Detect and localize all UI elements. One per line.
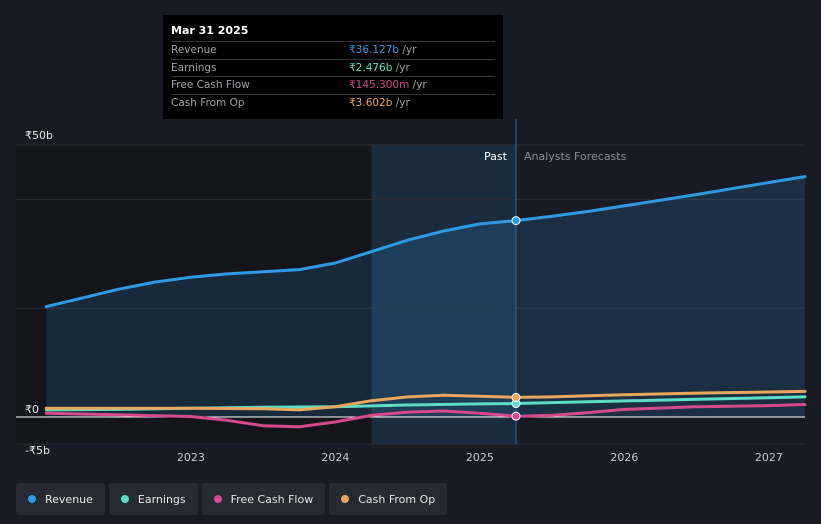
tooltip-unit: /yr	[399, 44, 417, 56]
tooltip-value: ₹2.476b	[349, 61, 393, 74]
legend: Revenue Earnings Free Cash Flow Cash Fro…	[16, 483, 448, 515]
tooltip-date: Mar 31 2025	[171, 24, 249, 37]
tooltip-unit: /yr	[392, 61, 410, 74]
tooltip-row-revenue: Revenue ₹36.127b /yr	[171, 41, 495, 59]
x-tick-label: 2027	[755, 451, 783, 464]
cash-from-op-dot-icon	[341, 495, 350, 503]
tooltip-row-free-cash-flow: Free Cash Flow ₹145.300m /yr	[171, 76, 495, 94]
tooltip-label: Cash From Op	[171, 96, 245, 109]
tooltip-label: Free Cash Flow	[171, 79, 250, 91]
tooltip-unit: /yr	[392, 96, 410, 109]
revenue-line	[44, 175, 807, 309]
free-cash-flow-dot-icon	[213, 495, 222, 503]
x-tick-label: 2025	[466, 451, 494, 464]
legend-item-revenue[interactable]: Revenue	[16, 483, 105, 515]
tooltip-value: ₹36.127b	[349, 44, 400, 56]
legend-item-cash-from-op[interactable]: Cash From Op	[329, 483, 448, 515]
legend-label: Free Cash Flow	[230, 492, 314, 506]
tooltip-row-earnings: Earnings ₹2.476b /yr	[171, 58, 495, 77]
y-tick-label: -₹5b	[25, 444, 50, 457]
cfo-marker	[511, 392, 521, 402]
y-tick-label: ₹0	[25, 403, 39, 416]
legend-item-free-cash-flow[interactable]: Free Cash Flow	[201, 483, 326, 515]
legend-label: Cash From Op	[358, 492, 436, 506]
x-tick-label: 2026	[610, 451, 638, 464]
x-tick-label: 2024	[321, 451, 349, 464]
tooltip-value: ₹145.300m	[349, 79, 410, 91]
legend-label: Earnings	[137, 492, 186, 506]
revenue-marker	[511, 216, 521, 226]
fcf-marker	[511, 411, 521, 421]
past-label: Past	[484, 150, 508, 163]
revenue-area	[46, 176, 806, 417]
x-tick-label: 2023	[177, 451, 205, 464]
tooltip-row-cash-from-op: Cash From Op ₹3.602b /yr	[171, 93, 495, 112]
legend-label: Revenue	[45, 492, 93, 506]
tooltip-unit: /yr	[409, 79, 427, 91]
revenue-dot-icon	[28, 495, 36, 503]
y-tick-label: ₹50b	[25, 129, 53, 142]
tooltip-label: Earnings	[171, 61, 217, 74]
past-background	[16, 145, 372, 444]
cfo-line	[44, 389, 807, 412]
legend-item-earnings[interactable]: Earnings	[108, 483, 198, 515]
tooltip-value: ₹3.602b	[349, 96, 393, 109]
tooltip: Mar 31 2025 Revenue ₹36.127b /yr Earning…	[163, 15, 503, 119]
tooltip-label: Revenue	[171, 44, 217, 56]
forecast-label: Analysts Forecasts	[524, 150, 627, 163]
earnings-dot-icon	[120, 495, 129, 503]
fcf-line	[44, 403, 807, 429]
